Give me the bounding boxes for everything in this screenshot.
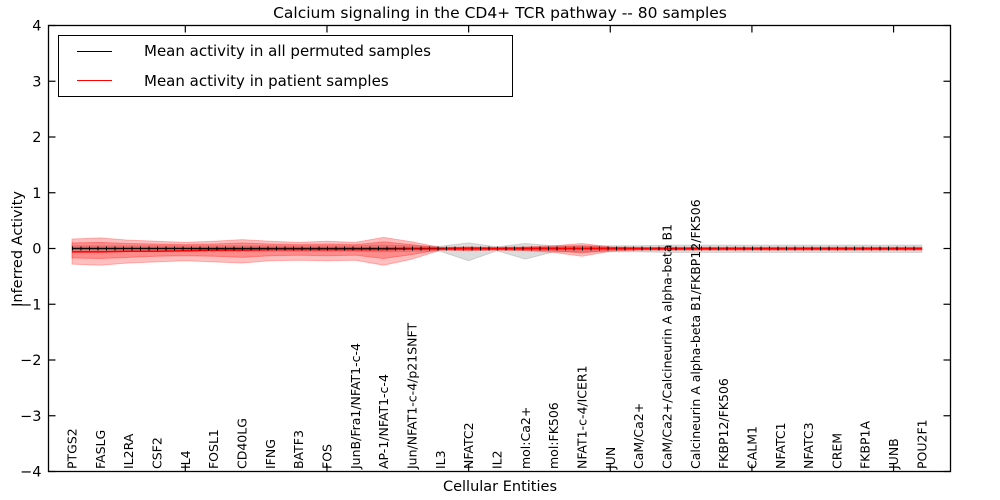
y-tick-label: 4 xyxy=(32,19,41,35)
x-category-label: IL2 xyxy=(489,450,504,469)
x-category-label: IL2RA xyxy=(121,433,136,469)
x-category-label: FASLG xyxy=(93,430,108,469)
y-tick-label: −3 xyxy=(20,409,41,425)
x-category-label: NFATC3 xyxy=(801,422,816,469)
legend-item-patient: Mean activity in patient samples xyxy=(59,66,512,95)
x-category-label: NFATC2 xyxy=(461,422,476,469)
x-category-label: CSF2 xyxy=(149,437,164,469)
y-tick-label: 0 xyxy=(32,242,41,258)
x-axis-title: Cellular Entities xyxy=(442,479,558,495)
x-category-label: Calcineurin A alpha-beta B1/FKBP12/FK506 xyxy=(688,199,703,469)
x-category-label: IFNG xyxy=(263,439,278,469)
x-category-label: AP-1/NFAT1-c-4 xyxy=(376,374,391,469)
x-category-label: Jun/NFAT1-c-4/p21SNFT xyxy=(404,323,419,470)
x-category-label: CaM/Ca2+/Calcineurin A alpha-beta B1 xyxy=(659,224,674,469)
legend-box: Mean activity in all permuted samples Me… xyxy=(58,35,513,97)
x-category-label: JUN xyxy=(603,447,618,470)
y-tick-label: 1 xyxy=(32,186,41,202)
x-category-label: POU2F1 xyxy=(914,419,929,469)
x-category-label: CREM xyxy=(829,433,844,469)
legend-label-permuted: Mean activity in all permuted samples xyxy=(144,42,431,61)
band-permuted-samples-spread xyxy=(71,242,923,262)
band-patient-samples-spread-inner xyxy=(71,241,923,260)
x-category-label: IL4 xyxy=(178,450,193,469)
x-category-label: CALM1 xyxy=(744,426,759,469)
legend-label-patient: Mean activity in patient samples xyxy=(144,71,389,90)
x-category-label: mol:Ca2+ xyxy=(518,407,533,469)
y-tick-label: 3 xyxy=(32,74,41,90)
band-patient-samples-spread-outer xyxy=(71,236,923,266)
legend-line-black xyxy=(77,50,112,52)
x-category-label: CaM/Ca2+ xyxy=(631,403,646,469)
x-category-label: IL3 xyxy=(433,450,448,469)
x-category-label: CD40LG xyxy=(234,418,249,469)
x-category-label: JUNB xyxy=(886,438,901,470)
chart-title: Calcium signaling in the CD4+ TCR pathwa… xyxy=(273,4,727,22)
x-category-label: BATF3 xyxy=(291,430,306,469)
x-category-label: FOS xyxy=(319,444,334,469)
y-tick-label: −4 xyxy=(20,465,41,481)
y-tick-label: −1 xyxy=(20,297,41,313)
x-category-label: PTGS2 xyxy=(65,428,80,469)
y-tick-label: 2 xyxy=(32,130,41,146)
x-category-label: mol:FK506 xyxy=(546,402,561,469)
x-category-label: JunB/Fra1/NFAT1-c-4 xyxy=(348,343,363,470)
legend-line-red xyxy=(77,80,112,82)
y-tick-label: −2 xyxy=(20,353,41,369)
series-patient-mean-line xyxy=(72,247,922,253)
x-category-label: NFAT1-c-4/ICER1 xyxy=(574,365,589,469)
x-category-label: FOSL1 xyxy=(206,429,221,469)
x-category-label: NFATC1 xyxy=(773,422,788,469)
x-category-label: FKBP12/FK506 xyxy=(716,378,731,469)
x-category-label: FKBP1A xyxy=(858,421,873,469)
legend-item-permuted: Mean activity in all permuted samples xyxy=(59,37,512,66)
